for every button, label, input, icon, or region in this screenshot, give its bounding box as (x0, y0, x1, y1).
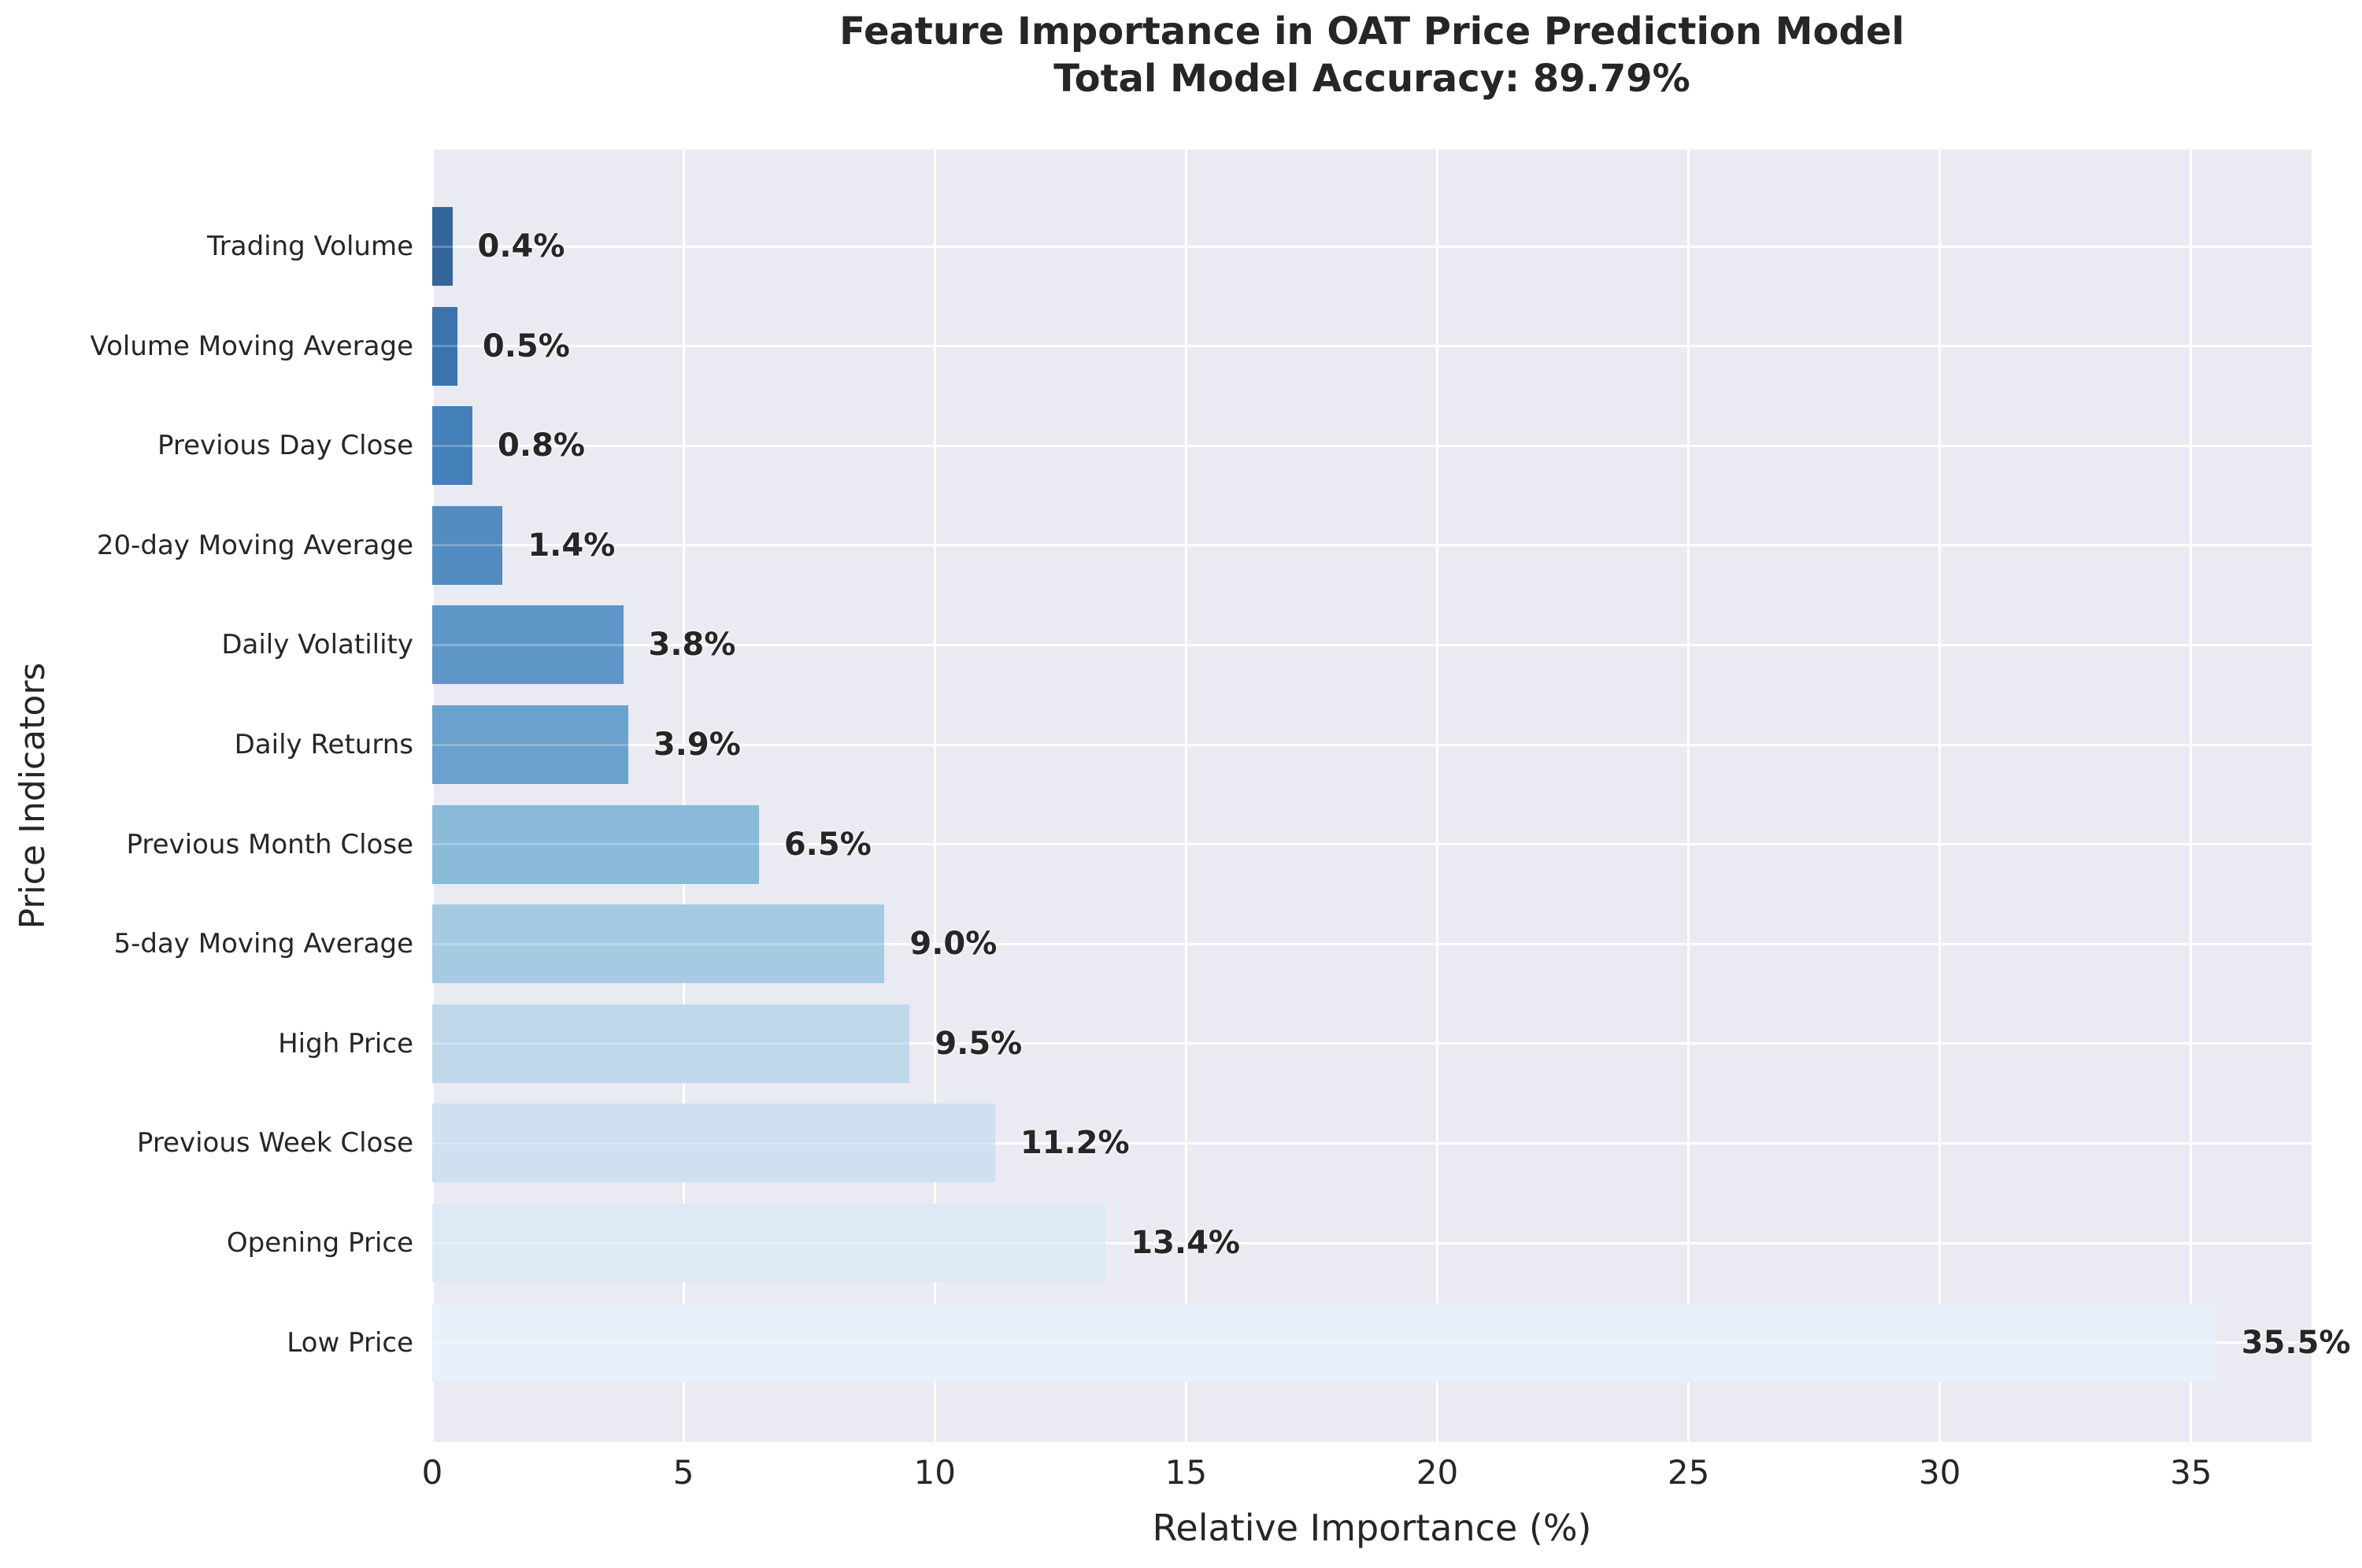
horizontal-gridline (432, 345, 2312, 348)
vertical-gridline (933, 150, 936, 1442)
horizontal-gridline-overlay (432, 843, 2312, 846)
category-label: Daily Volatility (221, 629, 413, 661)
value-label: 0.5% (482, 327, 570, 364)
value-label: 11.2% (1020, 1125, 1130, 1162)
bar (432, 1204, 1106, 1282)
value-label: 9.5% (935, 1025, 1023, 1062)
x-tick-label: 5 (672, 1453, 694, 1492)
horizontal-gridline (432, 743, 2312, 746)
vertical-gridline (2190, 150, 2193, 1442)
horizontal-gridline-overlay (432, 942, 2312, 945)
value-label: 13.4% (1131, 1225, 1241, 1261)
y-axis-title: Price Indicators (13, 662, 53, 930)
category-label: Trading Volume (206, 231, 413, 262)
vertical-gridline (1435, 150, 1438, 1442)
category-label: 5-day Moving Average (113, 928, 413, 960)
horizontal-gridline (432, 544, 2312, 547)
horizontal-gridline-overlay (432, 345, 2312, 348)
bar (432, 505, 503, 585)
x-axis-title: Relative Importance (%) (1152, 1507, 1592, 1549)
bar (432, 705, 628, 784)
bar (432, 1104, 995, 1183)
category-label: Previous Month Close (126, 828, 414, 860)
bar (432, 406, 473, 486)
bar (432, 207, 453, 286)
bar (432, 1303, 2216, 1382)
horizontal-gridline (432, 843, 2312, 846)
bar (432, 804, 759, 884)
bar (432, 904, 885, 984)
value-label: 3.8% (648, 627, 736, 664)
x-tick-label: 25 (1667, 1453, 1710, 1492)
horizontal-gridline-overlay (432, 743, 2312, 746)
vertical-gridline (682, 150, 685, 1442)
horizontal-gridline (432, 245, 2312, 248)
vertical-gridline (1687, 150, 1690, 1442)
x-tick-label: 0 (421, 1453, 443, 1492)
category-label: Previous Day Close (157, 430, 413, 462)
horizontal-gridline-overlay (432, 643, 2312, 646)
value-label: 0.4% (477, 228, 565, 264)
category-label: High Price (278, 1027, 413, 1060)
horizontal-gridline-overlay (432, 245, 2312, 248)
plot-area (431, 150, 2312, 1442)
horizontal-gridline-overlay (432, 1241, 2312, 1244)
category-label: Volume Moving Average (90, 330, 413, 362)
value-label: 1.4% (528, 527, 616, 564)
value-label: 3.9% (653, 727, 741, 763)
bar (432, 306, 457, 386)
value-label: 9.0% (909, 926, 998, 963)
x-tick-label: 30 (1918, 1453, 1961, 1492)
horizontal-gridline (432, 444, 2312, 447)
chart-title-line1: Feature Importance in OAT Price Predicti… (839, 9, 1905, 54)
horizontal-gridline-overlay (432, 1341, 2312, 1344)
vertical-gridline (431, 150, 434, 1442)
category-label: Low Price (287, 1326, 413, 1359)
chart-title: Feature Importance in OAT Price Predicti… (432, 8, 2312, 102)
horizontal-gridline-overlay (432, 1141, 2312, 1145)
bar (432, 1004, 910, 1083)
category-label: Previous Week Close (136, 1127, 413, 1159)
chart-title-line2: Total Model Accuracy: 89.79% (1053, 57, 1690, 101)
category-label: Opening Price (226, 1227, 413, 1259)
value-label: 35.5% (2241, 1324, 2351, 1361)
vertical-gridline (1184, 150, 1187, 1442)
bar (432, 605, 624, 685)
horizontal-gridline (432, 1241, 2312, 1244)
horizontal-gridline (432, 1042, 2312, 1045)
horizontal-gridline-overlay (432, 444, 2312, 447)
horizontal-gridline (432, 1141, 2312, 1145)
category-label: Daily Returns (234, 729, 413, 760)
value-label: 0.8% (498, 427, 585, 464)
category-label: 20-day Moving Average (96, 529, 413, 561)
x-tick-label: 15 (1164, 1453, 1208, 1492)
value-label: 6.5% (783, 826, 872, 863)
horizontal-gridline-overlay (432, 544, 2312, 547)
horizontal-gridline (432, 643, 2312, 646)
x-tick-label: 35 (2170, 1453, 2212, 1492)
vertical-gridline (1938, 150, 1942, 1442)
horizontal-gridline (432, 942, 2312, 945)
horizontal-gridline-overlay (432, 1042, 2312, 1045)
x-tick-label: 10 (913, 1453, 956, 1492)
x-tick-label: 20 (1416, 1453, 1459, 1492)
